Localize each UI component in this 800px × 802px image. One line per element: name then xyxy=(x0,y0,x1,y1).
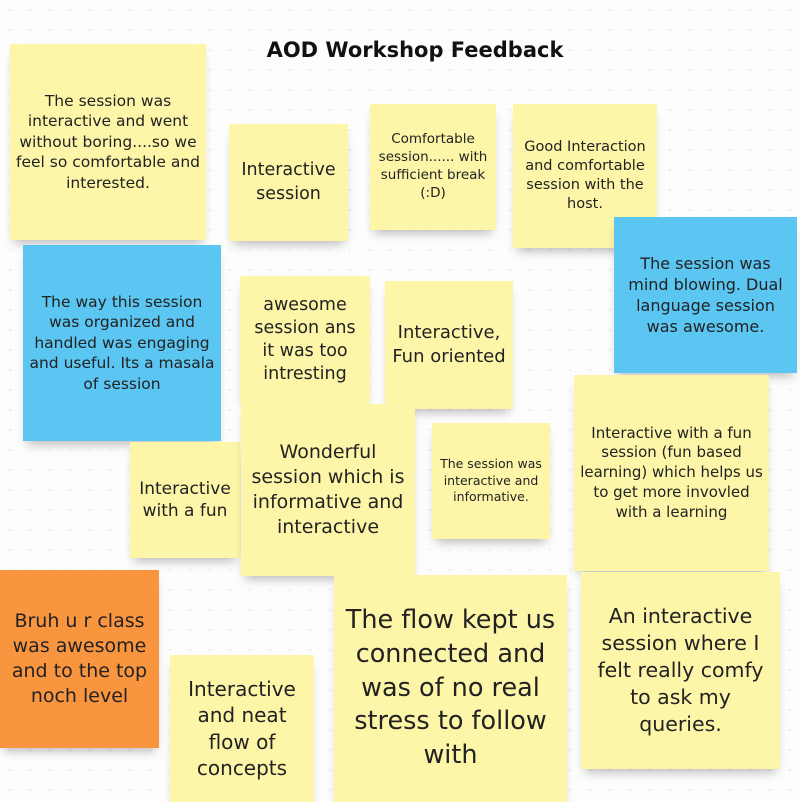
sticky-note[interactable]: Interactive and neat flow of concepts xyxy=(170,655,314,802)
sticky-note-text: awesome session ans it was too intrestin… xyxy=(254,294,356,385)
sticky-note[interactable]: Bruh u r class was awesome and to the to… xyxy=(0,570,159,748)
board-title: AOD Workshop Feedback xyxy=(266,38,564,62)
sticky-note[interactable]: The session was mind blowing. Dual langu… xyxy=(614,217,797,373)
sticky-note[interactable]: Comfortable session...... with sufficien… xyxy=(370,104,496,230)
sticky-note[interactable]: awesome session ans it was too intrestin… xyxy=(240,276,370,404)
sticky-note[interactable]: An interactive session where I felt real… xyxy=(581,572,780,769)
sticky-note[interactable]: The way this session was organized and h… xyxy=(23,245,221,441)
sticky-note-text: The session was interactive and went wit… xyxy=(16,91,201,192)
sticky-note[interactable]: Wonderful session which is informative a… xyxy=(241,404,415,576)
sticky-note-text: Interactive with a fun session (fun base… xyxy=(580,423,763,521)
sticky-note-text: Interactive and neat flow of concepts xyxy=(188,676,296,780)
sticky-note-text: Comfortable session...... with sufficien… xyxy=(378,131,488,201)
sticky-note-text: The session was interactive and informat… xyxy=(440,456,542,505)
sticky-note[interactable]: The flow kept us connected and was of no… xyxy=(334,575,567,802)
sticky-note[interactable]: Interactive with a fun xyxy=(130,442,240,558)
sticky-note[interactable]: Interactive session xyxy=(229,124,348,241)
sticky-note[interactable]: Interactive, Fun oriented xyxy=(385,281,513,409)
sticky-note[interactable]: The session was interactive and informat… xyxy=(432,423,550,539)
sticky-note-text: Bruh u r class was awesome and to the to… xyxy=(11,609,148,708)
sticky-note-text: Interactive session xyxy=(241,160,336,204)
sticky-note-text: Good Interaction and comfortable session… xyxy=(524,138,646,213)
sticky-note-text: The way this session was organized and h… xyxy=(29,292,215,393)
sticky-note-text: Interactive, Fun oriented xyxy=(392,322,506,367)
sticky-note[interactable]: Interactive with a fun session (fun base… xyxy=(574,375,769,571)
sticky-note-text: The flow kept us connected and was of no… xyxy=(345,605,556,770)
sticky-note-text: Interactive with a fun xyxy=(139,478,231,521)
sticky-note[interactable]: The session was interactive and went wit… xyxy=(10,44,206,240)
sticky-note-text: An interactive session where I felt real… xyxy=(597,603,764,737)
sticky-note-text: Wonderful session which is informative a… xyxy=(251,440,405,539)
sticky-note[interactable]: Good Interaction and comfortable session… xyxy=(513,104,657,248)
sticky-note-text: The session was mind blowing. Dual langu… xyxy=(628,253,783,337)
